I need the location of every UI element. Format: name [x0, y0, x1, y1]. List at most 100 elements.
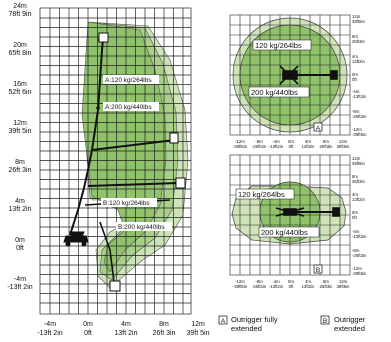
- top-a-x-label: 26ft3in: [320, 144, 334, 149]
- top-a-y-label: 8m: [352, 34, 358, 39]
- side-x-label: -4m: [44, 321, 56, 328]
- top-b-outer-callout: 120 kg/264lbs: [235, 188, 295, 200]
- side-load-label-1: A:120 kg/264lbs: [103, 75, 159, 84]
- top-a-x-label: -26ft3in: [252, 144, 267, 149]
- side-load-label-4-text: B:200 kg/440lbs: [118, 224, 165, 231]
- top-b-x-label: -13ft2in: [269, 284, 284, 289]
- top-b-y-label: 0ft: [352, 215, 358, 220]
- basket-top: [98, 32, 109, 43]
- top-a-x-label: 4m: [305, 139, 311, 144]
- side-y-label: 52ft 6in: [9, 89, 32, 96]
- side-load-label-3-text: B:120 kg/264lbs: [103, 200, 150, 207]
- side-x-label: 0ft: [84, 330, 92, 337]
- top-view-b: 120 kg/264lbs 200 kg/440lbs B 12m 39ft5i…: [229, 154, 367, 289]
- side-y-label: 4m: [15, 198, 25, 205]
- basket-b-reach: [175, 177, 186, 189]
- top-a-x-label: -39ft5in: [233, 144, 248, 149]
- side-x-label: 8m: [159, 321, 169, 328]
- top-a-x-label: 8m: [323, 139, 329, 144]
- side-y-label: 16m: [13, 81, 27, 88]
- side-y-label: 12m: [13, 120, 27, 127]
- top-a-x-label: -13ft2in: [269, 144, 284, 149]
- basket-a-reach: [169, 132, 179, 144]
- legend: A Outrigger fully extended B Outrigger e…: [218, 315, 366, 333]
- top-b-x-label: 12m: [339, 279, 348, 284]
- top-b-y-label: -39ft5in: [352, 271, 367, 276]
- top-a-y-label: 39ft5in: [352, 19, 366, 24]
- top-b-y-label: 13ft2in: [352, 197, 366, 202]
- top-b-x-label: -8m: [255, 279, 263, 284]
- side-grid: [39, 7, 192, 315]
- side-view: A:120 kg/264lbs A:200 kg/440lbs B:120 kg…: [7, 3, 209, 337]
- side-x-label: 0m: [83, 321, 93, 328]
- top-a-y-label: -4m: [352, 89, 360, 94]
- side-load-label-2: A:200 kg/440lbs: [103, 102, 159, 111]
- top-b-y-axis: 12m 39ft5in 8m 26ft3in 4m 13ft2in 0m 0ft…: [352, 156, 367, 276]
- top-a-x-label: 0ft: [289, 144, 295, 149]
- top-a-inner-callout: 200 kg/440lbs: [248, 86, 310, 98]
- side-load-label-2-text: A:200 kg/440lbs: [105, 104, 152, 111]
- side-y-label: 26ft 3in: [9, 167, 32, 174]
- side-y-label: 24m: [13, 3, 27, 10]
- top-b-x-label: 0m: [288, 279, 294, 284]
- top-a-y-label: 12m: [352, 14, 361, 19]
- top-a-y-label: -8m: [352, 109, 360, 114]
- top-b-x-label: 8m: [323, 279, 329, 284]
- side-load-label-3: B:120 kg/264lbs: [101, 198, 157, 207]
- top-a-x-label: -8m: [255, 139, 263, 144]
- side-x-label: 39ft 5in: [187, 330, 210, 337]
- top-b-badge: B: [313, 264, 323, 274]
- top-b-machine: [275, 207, 340, 217]
- top-b-y-label: -26ft3in: [352, 253, 367, 258]
- legend-a-line1: Outrigger fully: [231, 315, 278, 324]
- side-y-label: 20m: [13, 42, 27, 49]
- top-a-y-axis: 12m 39ft5in 8m 26ft3in 4m 13ft2in 0m 0ft…: [352, 14, 367, 137]
- side-y-label: 13ft 2in: [9, 206, 32, 213]
- side-x-label: 12m: [191, 321, 205, 328]
- legend-b-badge: B: [323, 318, 327, 325]
- side-y-axis: 24m 78ft 9in 20m 65ft 8in 16m 52ft 6in 1…: [7, 3, 32, 291]
- top-b-y-label: 0m: [352, 210, 358, 215]
- legend-b-line2: extended: [334, 324, 365, 333]
- top-a-machine: [279, 65, 338, 85]
- top-view-a: 120 kg/264lbs 200 kg/440lbs A 12m 39ft5i…: [229, 14, 367, 149]
- top-b-x-label: 13ft2in: [302, 284, 316, 289]
- side-x-axis: -4m -13ft 2in 0m 0ft 4m 13ft 2in 8m 26ft…: [37, 321, 209, 337]
- side-x-label: 13ft 2in: [115, 330, 138, 337]
- top-b-x-label: 4m: [305, 279, 311, 284]
- top-b-outer-label: 120 kg/264lbs: [238, 190, 285, 199]
- top-b-y-label: 12m: [352, 156, 361, 161]
- top-a-y-label: -13ft2in: [352, 94, 367, 99]
- top-b-x-label: -12m: [235, 279, 245, 284]
- top-b-y-label: 4m: [352, 192, 358, 197]
- side-x-label: 4m: [121, 321, 131, 328]
- top-b-y-label: -13ft2in: [352, 234, 367, 239]
- top-a-y-label: 0m: [352, 72, 358, 77]
- top-a-x-label: 0m: [288, 139, 294, 144]
- top-b-x-label: 39ft5in: [337, 284, 351, 289]
- top-b-x-label: -26ft3in: [252, 284, 267, 289]
- top-a-y-label: -39ft5in: [352, 132, 367, 137]
- top-a-inner-label: 200 kg/440lbs: [251, 88, 298, 97]
- side-load-label-4: B:200 kg/440lbs: [116, 222, 172, 231]
- top-b-y-label: 39ft5in: [352, 161, 366, 166]
- side-y-label: 8m: [15, 159, 25, 166]
- top-b-inner-label: 200 kg/440lbs: [261, 228, 308, 237]
- legend-item-b: B Outrigger extended: [320, 315, 366, 333]
- top-b-x-label: -39ft5in: [233, 284, 248, 289]
- top-a-y-label: -12m: [352, 127, 362, 132]
- top-a-y-label: 13ft2in: [352, 59, 366, 64]
- legend-item-a: A Outrigger fully extended: [218, 315, 278, 333]
- legend-b-line1: Outrigger: [334, 315, 366, 324]
- top-b-y-label: -4m: [352, 229, 360, 234]
- side-x-label: -13ft 2in: [37, 330, 62, 337]
- side-y-label: 39ft 5in: [9, 128, 32, 135]
- legend-a-line2: extended: [231, 324, 262, 333]
- top-b-badge-text: B: [316, 267, 320, 274]
- top-a-badge: A: [313, 122, 323, 132]
- side-x-label: 26ft 3in: [153, 330, 176, 337]
- top-a-outer-callout: 120 kg/264lbs: [252, 39, 312, 51]
- top-b-y-label: -12m: [352, 266, 362, 271]
- top-b-x-axis: -12m -39ft5in -8m -26ft3in -4m -13ft2in …: [233, 279, 350, 289]
